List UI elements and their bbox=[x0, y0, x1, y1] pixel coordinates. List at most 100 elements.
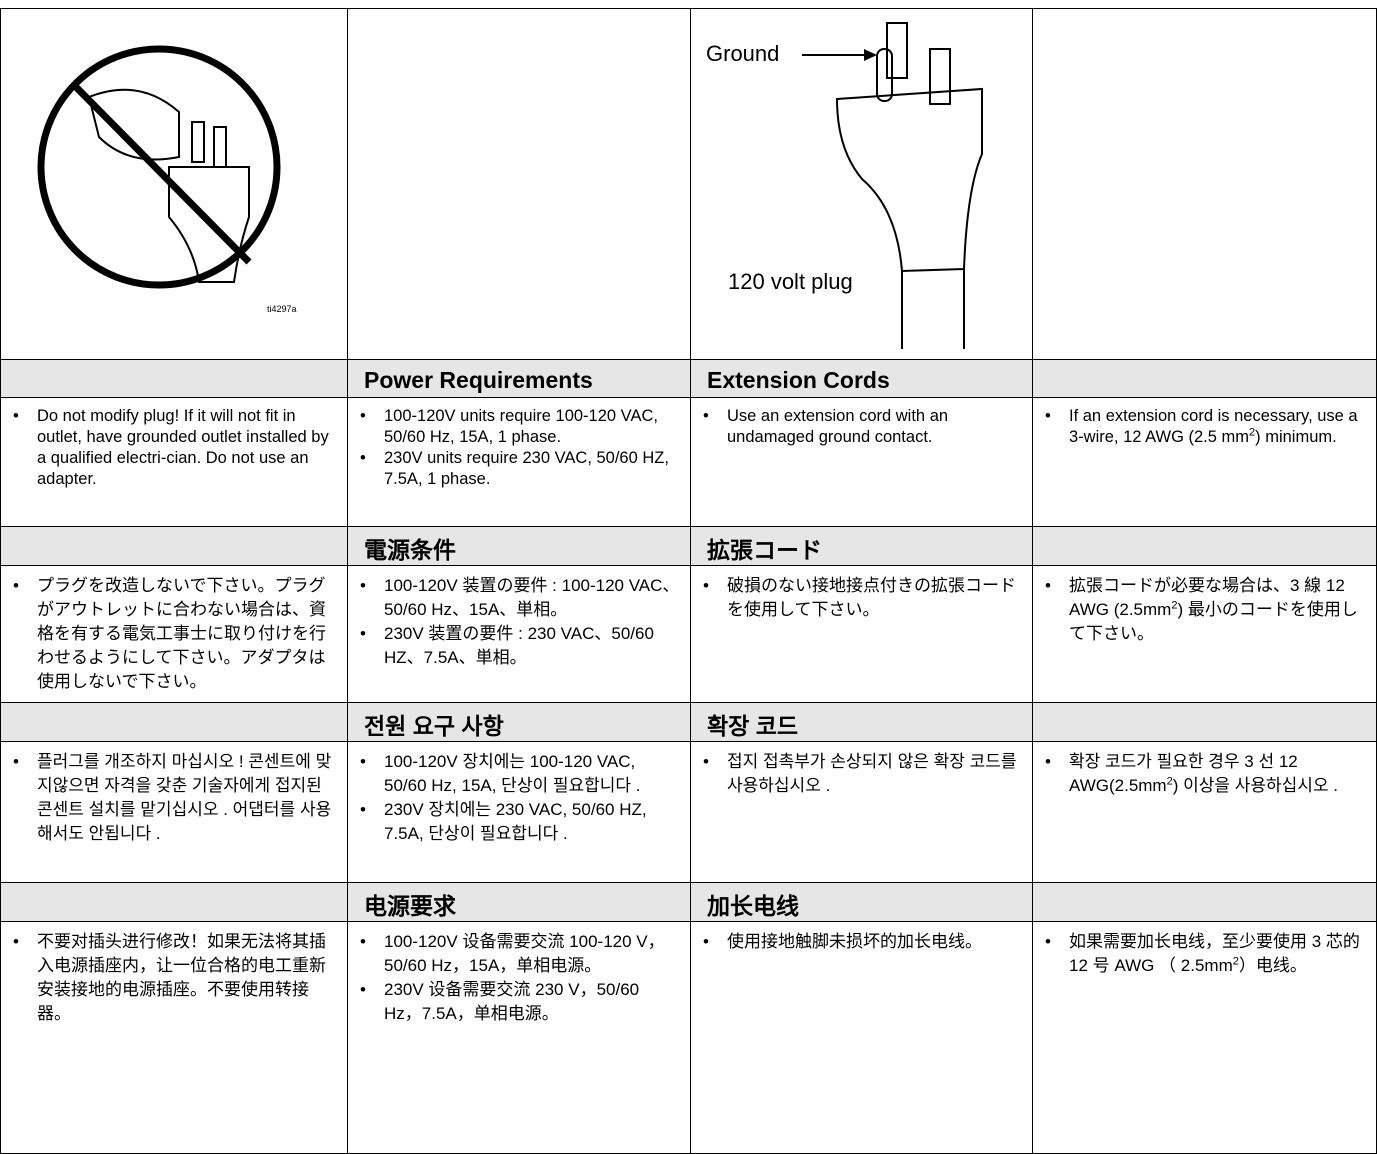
note-cell: 플러그를 개조하지 마십시오 ! 콘센트에 맞지않으면 자격을 갖춘 기술자에게… bbox=[0, 741, 348, 883]
note-cell: プラグを改造しないで下さい。プラグがアウトレットに合わない場合は、資格を有する電… bbox=[0, 565, 348, 703]
note-cell: 破損のない接地接点付きの拡張コードを使用して下さい。 bbox=[690, 565, 1033, 703]
power-title: 电源要求 bbox=[347, 882, 691, 922]
note-cell: 不要对插头进行修改！如果无法将其插入电源插座内，让一位合格的电工重新安装接地的电… bbox=[0, 921, 348, 1154]
section-body-row: Do not modify plug! If it will not fit i… bbox=[0, 397, 1377, 527]
note-list: 100-120V 装置の要件 : 100-120 VAC、50/60 Hz、15… bbox=[354, 574, 680, 670]
note-list: 확장 코드가 필요한 경우 3 선 12 AWG(2.5mm2) 이상을 사용하… bbox=[1039, 750, 1366, 798]
section-header-row: Power Requirements Extension Cords bbox=[0, 359, 1377, 398]
extension-title: Extension Cords bbox=[690, 359, 1033, 398]
note-cell: 100-120V 장치에는 100-120 VAC, 50/60 Hz, 15A… bbox=[347, 741, 691, 883]
section-body-row: 不要对插头进行修改！如果无法将其插入电源插座内，让一位合格的电工重新安装接地的电… bbox=[0, 921, 1377, 1154]
note-list: 100-120V 设备需要交流 100-120 V，50/60 Hz，15A，单… bbox=[354, 930, 680, 1026]
note: 100-120V 设备需要交流 100-120 V，50/60 Hz，15A，单… bbox=[354, 930, 680, 978]
note-cell: 100-120V 设备需要交流 100-120 V，50/60 Hz，15A，单… bbox=[347, 921, 691, 1154]
header-cell bbox=[0, 526, 348, 566]
note: Do not modify plug! If it will not fit i… bbox=[7, 406, 337, 490]
superscript: 2 bbox=[1249, 426, 1256, 439]
header-cell bbox=[1032, 359, 1377, 398]
figure-id: ti4297a bbox=[267, 304, 297, 314]
note-cell: 拡張コードが必要な場合は、3 線 12 AWG (2.5mm2) 最小のコードを… bbox=[1032, 565, 1377, 703]
note-cell: Do not modify plug! If it will not fit i… bbox=[0, 397, 348, 527]
note: プラグを改造しないで下さい。プラグがアウトレットに合わない場合は、資格を有する電… bbox=[7, 574, 337, 694]
note: 플러그를 개조하지 마십시오 ! 콘센트에 맞지않으면 자격을 갖춘 기술자에게… bbox=[7, 750, 337, 846]
extension-title: 加长电线 bbox=[690, 882, 1033, 922]
note: 不要对插头进行修改！如果无法将其插入电源插座内，让一位合格的电工重新安装接地的电… bbox=[7, 930, 337, 1026]
note-text: ）电线。 bbox=[1238, 956, 1307, 975]
figure-cell: Ground 120 volt plug bbox=[690, 8, 1033, 360]
note: 破損のない接地接点付きの拡張コードを使用して下さい。 bbox=[697, 574, 1022, 622]
note-text: ) 最小のコードを使用して下さい。 bbox=[1069, 600, 1358, 643]
header-cell bbox=[1032, 526, 1377, 566]
section-header-row: 電源条件 拡張コード bbox=[0, 526, 1377, 566]
note-list: 접지 접촉부가 손상되지 않은 확장 코드를 사용하십시오 . bbox=[697, 750, 1022, 798]
safety-table: ti4297a Ground 120 volt plug Power Requi… bbox=[0, 8, 1377, 1154]
extension-title: 拡張コード bbox=[690, 526, 1033, 566]
note-cell: Use an extension cord with an undamaged … bbox=[690, 397, 1033, 527]
note-cell: 확장 코드가 필요한 경우 3 선 12 AWG(2.5mm2) 이상을 사용하… bbox=[1032, 741, 1377, 883]
note: 100-120V 장치에는 100-120 VAC, 50/60 Hz, 15A… bbox=[354, 750, 680, 798]
section-body-row: 플러그를 개조하지 마십시오 ! 콘센트에 맞지않으면 자격을 갖춘 기술자에게… bbox=[0, 741, 1377, 883]
note: 100-120V units require 100-120 VAC, 50/6… bbox=[354, 406, 680, 448]
note-text: 확장 코드가 필요한 경우 3 선 12 AWG(2.5mm bbox=[1069, 752, 1298, 795]
note: 拡張コードが必要な場合は、3 線 12 AWG (2.5mm2) 最小のコードを… bbox=[1039, 574, 1366, 646]
power-title: Power Requirements bbox=[347, 359, 691, 398]
section-header-row: 电源要求 加长电线 bbox=[0, 882, 1377, 922]
note: Use an extension cord with an undamaged … bbox=[697, 406, 1022, 448]
no-adapter-figure: ti4297a bbox=[37, 45, 297, 314]
superscript: 2 bbox=[1171, 599, 1178, 612]
power-title: 전원 요구 사항 bbox=[347, 702, 691, 742]
note-cell: 접지 접촉부가 손상되지 않은 확장 코드를 사용하십시오 . bbox=[690, 741, 1033, 883]
ground-label: Ground bbox=[706, 41, 779, 66]
header-cell bbox=[0, 882, 348, 922]
header-cell bbox=[0, 359, 348, 398]
extension-title: 확장 코드 bbox=[690, 702, 1033, 742]
note-list: 100-120V 장치에는 100-120 VAC, 50/60 Hz, 15A… bbox=[354, 750, 680, 846]
note: 접지 접촉부가 손상되지 않은 확장 코드를 사용하십시오 . bbox=[697, 750, 1022, 798]
header-cell bbox=[1032, 882, 1377, 922]
plug-figure: Ground 120 volt plug bbox=[706, 22, 983, 349]
header-cell bbox=[0, 702, 348, 742]
superscript: 2 bbox=[1232, 955, 1239, 968]
note-text: ) 이상을 사용하십시오 . bbox=[1172, 776, 1339, 795]
header-cell bbox=[1032, 702, 1377, 742]
note: If an extension cord is necessary, use a… bbox=[1039, 406, 1366, 448]
note-list: 破損のない接地接点付きの拡張コードを使用して下さい。 bbox=[697, 574, 1022, 622]
section-header-row: 전원 요구 사항 확장 코드 bbox=[0, 702, 1377, 742]
note: 230V 装置の要件 : 230 VAC、50/60 HZ、7.5A、単相。 bbox=[354, 622, 680, 670]
figure-cell bbox=[1032, 8, 1377, 360]
section-body-row: プラグを改造しないで下さい。プラグがアウトレットに合わない場合は、資格を有する電… bbox=[0, 565, 1377, 703]
note-text: If an extension cord is necessary, use a… bbox=[1069, 407, 1358, 446]
note-cell: 使用接地触脚未损坏的加长电线。 bbox=[690, 921, 1033, 1154]
figure-row: ti4297a Ground 120 volt plug bbox=[0, 8, 1377, 360]
note: 100-120V 装置の要件 : 100-120 VAC、50/60 Hz、15… bbox=[354, 574, 680, 622]
note-list: 拡張コードが必要な場合は、3 線 12 AWG (2.5mm2) 最小のコードを… bbox=[1039, 574, 1366, 646]
note: 使用接地触脚未损坏的加长电线。 bbox=[697, 930, 1022, 954]
figure-cell bbox=[347, 8, 691, 360]
note-cell: If an extension cord is necessary, use a… bbox=[1032, 397, 1377, 527]
note-cell: 100-120V 装置の要件 : 100-120 VAC、50/60 Hz、15… bbox=[347, 565, 691, 703]
note-list: Do not modify plug! If it will not fit i… bbox=[7, 406, 337, 490]
superscript: 2 bbox=[1166, 775, 1173, 788]
note-list: 不要对插头进行修改！如果无法将其插入电源插座内，让一位合格的电工重新安装接地的电… bbox=[7, 930, 337, 1026]
note-list: 플러그를 개조하지 마십시오 ! 콘센트에 맞지않으면 자격을 갖춘 기술자에게… bbox=[7, 750, 337, 846]
note-list: 使用接地触脚未损坏的加长电线。 bbox=[697, 930, 1022, 954]
note-cell: 如果需要加长电线，至少要使用 3 芯的 12 号 AWG （ 2.5mm2）电线… bbox=[1032, 921, 1377, 1154]
note: 如果需要加长电线，至少要使用 3 芯的 12 号 AWG （ 2.5mm2）电线… bbox=[1039, 930, 1366, 978]
figure-cell: ti4297a bbox=[0, 8, 348, 360]
note: 230V 장치에는 230 VAC, 50/60 HZ, 7.5A, 단상이 필… bbox=[354, 798, 680, 846]
note-text: 如果需要加长电线，至少要使用 3 芯的 12 号 AWG （ 2.5mm bbox=[1069, 932, 1360, 975]
note-list: If an extension cord is necessary, use a… bbox=[1039, 406, 1366, 448]
power-title: 電源条件 bbox=[347, 526, 691, 566]
note: 230V 设备需要交流 230 V，50/60 Hz，7.5A，单相电源。 bbox=[354, 978, 680, 1026]
note-list: 如果需要加长电线，至少要使用 3 芯的 12 号 AWG （ 2.5mm2）电线… bbox=[1039, 930, 1366, 978]
note-list: Use an extension cord with an undamaged … bbox=[697, 406, 1022, 448]
note-list: 100-120V units require 100-120 VAC, 50/6… bbox=[354, 406, 680, 490]
note: 확장 코드가 필요한 경우 3 선 12 AWG(2.5mm2) 이상을 사용하… bbox=[1039, 750, 1366, 798]
note: 230V units require 230 VAC, 50/60 HZ, 7.… bbox=[354, 448, 680, 490]
note-text: ) minimum. bbox=[1255, 428, 1337, 446]
plug-caption: 120 volt plug bbox=[728, 269, 853, 294]
note-list: プラグを改造しないで下さい。プラグがアウトレットに合わない場合は、資格を有する電… bbox=[7, 574, 337, 694]
note-cell: 100-120V units require 100-120 VAC, 50/6… bbox=[347, 397, 691, 527]
note-text: 拡張コードが必要な場合は、3 線 12 AWG (2.5mm bbox=[1069, 576, 1345, 619]
